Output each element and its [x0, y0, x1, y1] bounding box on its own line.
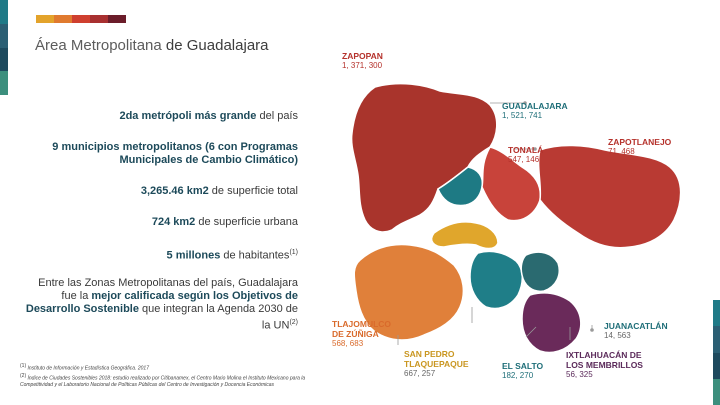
stat-sdg-text-a: Entre las Zonas Metropolitanas del país,… — [38, 277, 298, 302]
footnotes: (1) Instituto de Información y Estadísti… — [20, 363, 320, 389]
stat-rank-rest: del país — [256, 110, 298, 122]
label-tlajomulco: TLAJOMULCO DE ZÚÑIGA 568, 683 — [332, 319, 391, 349]
footnote-1: (1) Instituto de Información y Estadísti… — [20, 363, 320, 373]
tonala-population: 547, 146 — [508, 155, 540, 164]
title-part-2: de Guadalajara — [161, 37, 269, 54]
stat-population-bold: 5 millones — [166, 249, 221, 262]
strip-segment — [713, 352, 720, 379]
label-san-pedro-tlaquepaque: SAN PEDRO TLAQUEPAQUE 667, 257 — [404, 349, 469, 379]
footnote-1-text: Instituto de Información y Estadística G… — [26, 365, 149, 372]
ixtlahuacan-region — [521, 292, 582, 354]
leader-dots — [523, 101, 594, 332]
ixtlahuacan-population: 56, 325 — [566, 370, 593, 379]
strip-segment — [54, 15, 72, 23]
slide-title: Área Metropolitana de Guadalajara — [35, 37, 269, 54]
label-guadalajara: GUADALAJARA 1, 521, 741 — [502, 101, 568, 121]
stat-population-footnote-ref: (1) — [289, 249, 298, 256]
zapopan-region — [350, 82, 498, 233]
san-pedro-name-line-2: TLAQUEPAQUE — [404, 359, 469, 369]
label-zapopan: ZAPOPAN 1, 371, 300 — [342, 51, 383, 71]
tlajomulco-population: 568, 683 — [332, 339, 364, 348]
stat-urban-area-bold: 724 km2 — [151, 216, 196, 228]
strip-segment — [0, 71, 8, 95]
strip-segment — [108, 15, 126, 23]
zapotlanejo-region — [537, 144, 682, 249]
zapotlanejo-population: 71, 468 — [608, 147, 635, 156]
san-pedro-name-line-1: SAN PEDRO — [404, 349, 455, 359]
zapopan-name: ZAPOPAN — [342, 51, 383, 61]
stat-municipalities: 9 municipios metropolitanos (6 con Progr… — [20, 141, 298, 167]
ixtlahuacan-name-line-2: LOS MEMBRILLOS — [566, 360, 643, 370]
leader-lines — [397, 102, 593, 345]
stat-urban-area: 724 km2 de superficie urbana — [20, 216, 298, 229]
strip-segment — [713, 378, 720, 405]
el-salto-name: EL SALTO — [502, 361, 544, 371]
stat-total-area: 3,265.46 km2 de superficie total — [20, 185, 298, 198]
juanacatlan-population: 14, 563 — [604, 331, 631, 340]
label-el-salto: EL SALTO 182, 270 — [502, 361, 543, 381]
guadalajara-population: 1, 521, 741 — [502, 111, 543, 120]
strip-segment — [90, 15, 108, 23]
tlajomulco-name-line-1: TLAJOMULCO — [332, 319, 392, 329]
stat-population-rest: de habitantes — [220, 249, 290, 262]
stat-sdg-text-b: que integran la Agenda 2030 de la UN — [138, 303, 298, 332]
stat-rank-bold: 2da metrópoli más grande — [119, 110, 257, 122]
el-salto-population: 182, 270 — [502, 371, 534, 380]
san-pedro-tlaquepaque-region — [430, 221, 499, 250]
stat-rank: 2da metrópoli más grande del país — [20, 110, 298, 123]
footnote-2-number: (2) — [20, 372, 27, 379]
juanacatlan-region — [520, 251, 560, 293]
municipalities-map-svg — [350, 82, 682, 354]
stat-sdg-footnote-ref: (2) — [289, 319, 298, 326]
left-color-strip — [0, 0, 8, 95]
tonala-leader-dot — [533, 147, 537, 151]
strip-segment — [0, 47, 8, 72]
san-pedro-leader-line — [525, 326, 537, 338]
label-juanacatlan: JUANACATLÁN 14, 563 — [604, 321, 668, 341]
stat-total-area-rest: de superficie total — [208, 185, 298, 197]
footnote-2: (2) Índice de Ciudades Sostenibles 2018:… — [20, 373, 320, 390]
juanacatlan-leader-dot — [590, 328, 594, 332]
zapopan-population: 1, 371, 300 — [342, 61, 383, 70]
strip-segment — [713, 326, 720, 353]
zapotlanejo-name: ZAPOTLANEJO — [608, 137, 672, 147]
strip-segment — [36, 15, 54, 23]
stat-sdg-ranking: Entre las Zonas Metropolitanas del país,… — [20, 277, 298, 333]
strip-segment — [0, 23, 8, 48]
san-pedro-population: 667, 257 — [404, 369, 436, 378]
tonala-name: TONALÁ — [508, 145, 544, 155]
top-color-strip — [36, 15, 126, 23]
ixtlahuacan-name-line-1: IXTLAHUACÁN DE — [566, 350, 642, 360]
stat-urban-area-rest: de superficie urbana — [195, 216, 298, 228]
el-salto-region — [469, 250, 523, 310]
right-color-strip — [713, 300, 720, 405]
stat-municipalities-bold: 9 municipios metropolitanos (6 con Progr… — [52, 141, 298, 166]
strip-segment — [713, 300, 720, 327]
guadalajara-name: GUADALAJARA — [502, 101, 568, 111]
stat-population: 5 millones de habitantes(1) — [20, 246, 298, 263]
tonala-region — [481, 146, 542, 222]
footnote-2-text: Índice de Ciudades Sostenibles 2018: est… — [20, 375, 306, 389]
title-part-1: Área Metropolitana — [35, 37, 162, 54]
label-zapotlanejo: ZAPOTLANEJO 71, 468 — [608, 137, 671, 157]
tlajomulco-name-line-2: DE ZÚÑIGA — [332, 329, 379, 339]
strip-segment — [72, 15, 90, 23]
footnote-1-number: (1) — [20, 363, 27, 369]
label-tonala: TONALÁ 547, 146 — [508, 145, 543, 165]
stat-sdg-bold: mejor calificada según los Objetivos de … — [25, 290, 298, 315]
metropolitan-map: ZAPOPAN 1, 371, 300 GUADALAJARA 1, 521, … — [330, 51, 720, 405]
guadalajara-leader-dot — [523, 101, 527, 105]
label-ixtlahuacan: IXTLAHUACÁN DE LOS MEMBRILLOS 56, 325 — [566, 350, 643, 380]
strip-segment — [0, 0, 8, 24]
tlajomulco-region — [353, 243, 465, 341]
juanacatlan-name: JUANACATLÁN — [604, 321, 668, 331]
stat-total-area-bold: 3,265.46 km2 — [140, 185, 209, 197]
